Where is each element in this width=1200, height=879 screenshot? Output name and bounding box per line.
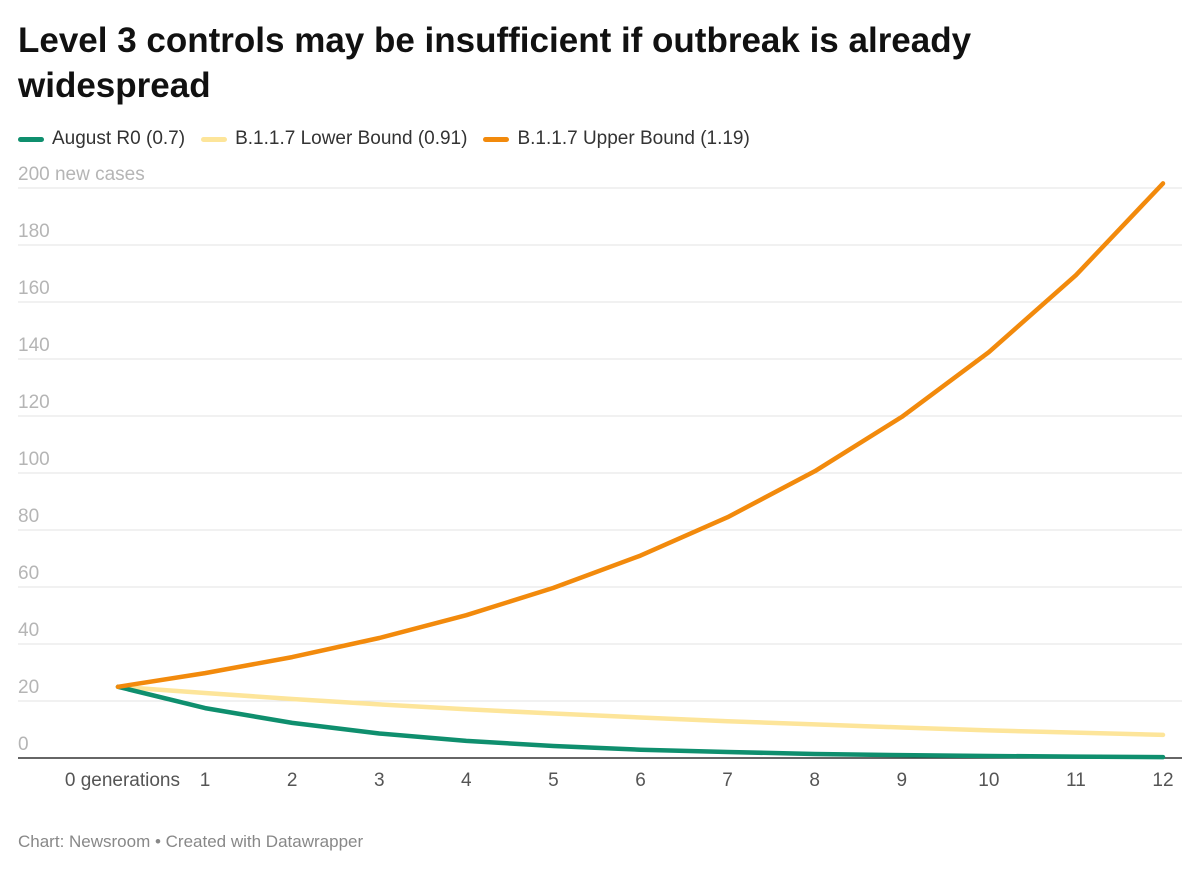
y-tick-label-180: 180: [18, 221, 50, 242]
x-tick-label-0: 0 generations: [65, 770, 180, 791]
legend-label-august: August R0 (0.7): [52, 128, 186, 149]
y-axis-tick-labels: 0 20 40 60 80 100 120 140 160 180 200 new cases: [18, 164, 145, 755]
series-line-upper-bound: [115, 181, 1166, 690]
x-tick-label-5: 5: [548, 770, 559, 791]
legend-item-august: August R0 (0.7): [18, 128, 185, 150]
y-tick-label-160: 160: [18, 278, 50, 299]
x-tick-label-4: 4: [461, 770, 472, 791]
y-tick-label-100: 100: [18, 449, 50, 470]
chart-title: Level 3 controls may be insufficient if …: [18, 21, 972, 105]
x-tick-label-9: 9: [896, 770, 907, 791]
legend-swatch-august: [18, 136, 44, 142]
legend-label-lower-bound: B.1.1.7 Lower Bound (0.91): [235, 128, 468, 149]
series-line-august-r0: [115, 684, 1166, 760]
y-tick-label-80: 80: [18, 506, 39, 527]
legend-swatch-lower-bound: [201, 136, 228, 142]
legend-swatch-upper-bound: [483, 136, 510, 142]
y-tick-label-120: 120: [18, 392, 50, 413]
legend: August R0 (0.7) B.1.1.7 Lower Bound (0.9…: [18, 126, 766, 152]
x-tick-label-12: 12: [1152, 770, 1173, 791]
x-tick-label-7: 7: [722, 770, 733, 791]
x-tick-label-11: 11: [1066, 770, 1086, 791]
grid-lines: [18, 187, 1182, 702]
legend-item-lower-bound: B.1.1.7 Lower Bound (0.91): [201, 128, 467, 150]
y-tick-label-0: 0: [18, 734, 29, 755]
y-tick-label-200: 200 new cases: [18, 164, 145, 185]
y-tick-label-40: 40: [18, 620, 39, 641]
x-tick-label-3: 3: [374, 770, 385, 791]
x-tick-label-1: 1: [200, 770, 211, 791]
series-line-lower-bound: [115, 684, 1166, 738]
y-tick-label-60: 60: [18, 563, 39, 584]
x-tick-label-2: 2: [287, 770, 298, 791]
y-tick-label-20: 20: [18, 677, 39, 698]
y-tick-label-140: 140: [18, 335, 50, 356]
x-tick-label-8: 8: [809, 770, 820, 791]
chart-source-footer: Chart: Newsroom • Created with Datawrapp…: [18, 832, 364, 851]
series-lines: [115, 181, 1166, 760]
x-axis-tick-labels: 0 generations 1 2 3 4 5 6 7 8 9 10 11 12: [65, 770, 1174, 791]
legend-label-upper-bound: B.1.1.7 Upper Bound (1.19): [517, 128, 750, 149]
legend-item-upper-bound: B.1.1.7 Upper Bound (1.19): [483, 128, 750, 150]
x-tick-label-10: 10: [978, 770, 999, 791]
x-tick-label-6: 6: [635, 770, 646, 791]
